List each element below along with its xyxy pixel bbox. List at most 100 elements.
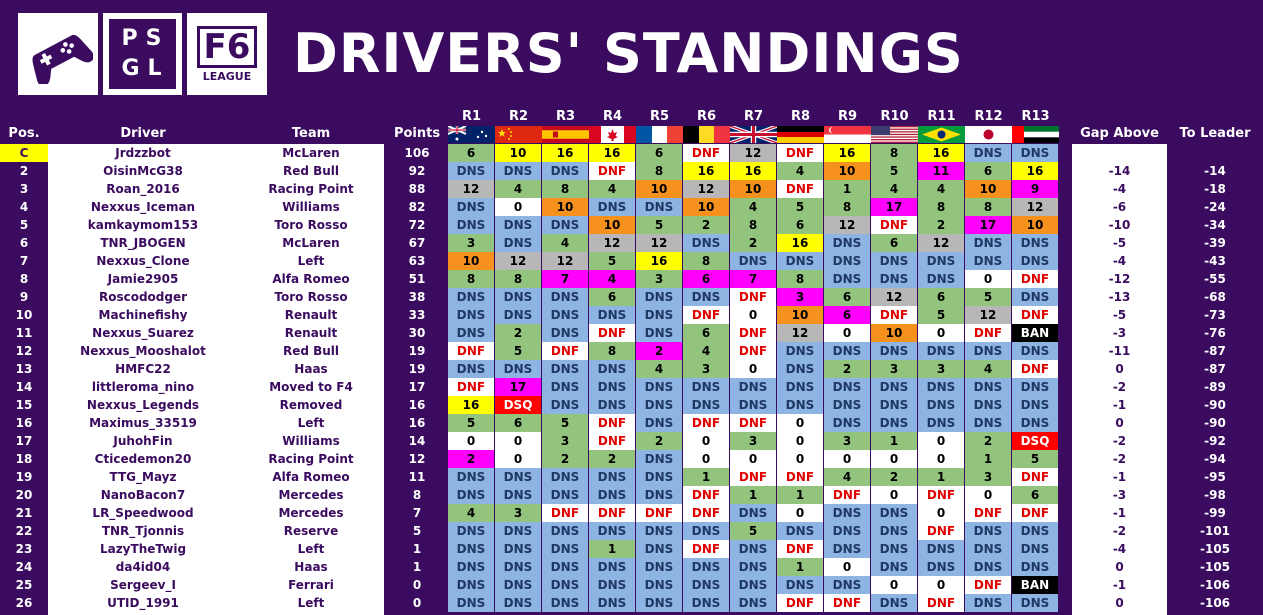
gap-above-cell: 0 [1115, 416, 1124, 430]
result-cell-r4: DNS [589, 486, 636, 504]
result-cell-r2: 8 [495, 270, 542, 288]
to-leader-cell: -34 [1204, 218, 1226, 232]
result-cell-r3: 16 [542, 144, 589, 162]
table-row: 18 Cticedemon20 Racing Point 12 2 0 2 2 DNS 0 0 0 0 0… [0, 450, 1263, 468]
result-cell-r10: DNS [871, 252, 918, 270]
points-cell: 17 [408, 380, 426, 394]
f6-logo-text: F6 [196, 25, 258, 68]
result-cell-r11: DNS [918, 342, 965, 360]
gap-above-cell: -1 [1112, 398, 1127, 412]
result-cell-r4: DNS [589, 396, 636, 414]
driver-name: TNR_Tjonnis [101, 524, 185, 538]
result-cell-r2: DSQ [495, 396, 542, 414]
to-leader-cell: -39 [1204, 236, 1226, 250]
result-cell-r2: DNS [495, 576, 542, 594]
gap-above-cell: -6 [1112, 200, 1127, 214]
result-cell-r9: DNS [824, 270, 871, 288]
result-cell-r6: 0 [683, 432, 730, 450]
result-cell-r3: DNS [542, 558, 589, 576]
result-cell-r5: DNS [636, 486, 683, 504]
gap-above-cell: -1 [1112, 470, 1127, 484]
driver-name: da4id04 [115, 560, 171, 574]
result-cell-r5: 10 [636, 180, 683, 198]
result-cell-r1: DNS [448, 522, 495, 540]
gap-above-cell: -3 [1112, 326, 1127, 340]
result-cell-r3: DNF [542, 504, 589, 522]
position-cell: 11 [15, 326, 33, 340]
result-cell-r4: DNS [589, 522, 636, 540]
team-name: Removed [279, 398, 343, 412]
result-cell-r9: 6 [824, 306, 871, 324]
round-header-r7: R7 [743, 109, 764, 124]
result-cell-r6: 16 [683, 162, 730, 180]
spain-flag [542, 126, 589, 143]
result-cell-r2: DNS [495, 216, 542, 234]
points-cell: 33 [408, 308, 426, 322]
result-cell-r8: 1 [777, 558, 824, 576]
result-cell-r4: 2 [589, 450, 636, 468]
result-cell-r8: 12 [777, 324, 824, 342]
result-cell-r13: BAN [1012, 324, 1059, 342]
result-cell-r7: DNS [730, 558, 777, 576]
result-cell-r5: 12 [636, 234, 683, 252]
points-cell: 19 [408, 344, 426, 358]
header-to-leader: To Leader [1179, 126, 1251, 141]
result-cell-r5: 2 [636, 432, 683, 450]
team-name: Racing Point [268, 452, 354, 466]
result-cell-r8: 6 [777, 216, 824, 234]
driver-name: Machinefishy [98, 308, 188, 322]
australia-flag [448, 126, 495, 143]
result-cell-r7: 4 [730, 198, 777, 216]
result-cell-r8: DNS [777, 396, 824, 414]
result-cell-r1: 10 [448, 252, 495, 270]
result-cell-r3: DNS [542, 540, 589, 558]
table-row: 10 Machinefishy Renault 33 DNS DNS DNS DNS DNS DN… [0, 306, 1263, 324]
result-cell-r1: DNS [448, 540, 495, 558]
round-header-r9: R9 [837, 109, 858, 124]
result-cell-r4: DNS [589, 360, 636, 378]
result-cell-r1: 5 [448, 414, 495, 432]
result-cell-r12: DNS [965, 234, 1012, 252]
result-cell-r3: 3 [542, 432, 589, 450]
to-leader-cell: -92 [1204, 434, 1226, 448]
result-cell-r4: DNF [589, 162, 636, 180]
result-cell-r6: DNF [683, 414, 730, 432]
page-title: DRIVERS' STANDINGS [293, 22, 964, 85]
gap-above-cell: -4 [1112, 182, 1127, 196]
china-flag [495, 126, 542, 143]
result-cell-r7: DNS [730, 396, 777, 414]
result-cell-r3: DNS [542, 288, 589, 306]
to-leader-cell: -68 [1204, 290, 1226, 304]
driver-name: Nexxus_Clone [96, 254, 190, 268]
result-cell-r11: DNS [918, 252, 965, 270]
points-cell: 11 [408, 470, 426, 484]
result-cell-r12: 4 [965, 360, 1012, 378]
result-cell-r8: DNF [777, 468, 824, 486]
result-cell-r1: DNF [448, 378, 495, 396]
result-cell-r12: 10 [965, 180, 1012, 198]
result-cell-r6: 4 [683, 342, 730, 360]
points-cell: 92 [408, 164, 426, 178]
result-cell-r3: DNS [542, 396, 589, 414]
result-cell-r12: DNS [965, 342, 1012, 360]
result-cell-r11: DNS [918, 558, 965, 576]
result-cell-r13: 5 [1012, 450, 1059, 468]
gap-above-cell: -5 [1112, 236, 1127, 250]
result-cell-r10: DNS [871, 504, 918, 522]
result-cell-r10: DNS [871, 414, 918, 432]
result-cell-r8: 10 [777, 306, 824, 324]
result-cell-r8: 5 [777, 198, 824, 216]
result-cell-r10: DNS [871, 594, 918, 612]
result-cell-r6: 1 [683, 468, 730, 486]
table-row: 17 JuhohFin Williams 14 0 0 3 DNF 2 0 3 0 3 1 0 2 DSQ -2-… [0, 432, 1263, 450]
team-name: Renault [284, 326, 338, 340]
round-header-r12: R12 [974, 109, 1003, 124]
position-cell: 3 [19, 182, 29, 196]
to-leader-cell: -55 [1204, 272, 1226, 286]
driver-name: Roan_2016 [106, 182, 180, 196]
points-cell: 1 [412, 560, 422, 574]
result-cell-r7: DNS [730, 378, 777, 396]
result-cell-r3: 5 [542, 414, 589, 432]
team-name: Reserve [283, 524, 339, 538]
position-cell: 15 [15, 398, 33, 412]
